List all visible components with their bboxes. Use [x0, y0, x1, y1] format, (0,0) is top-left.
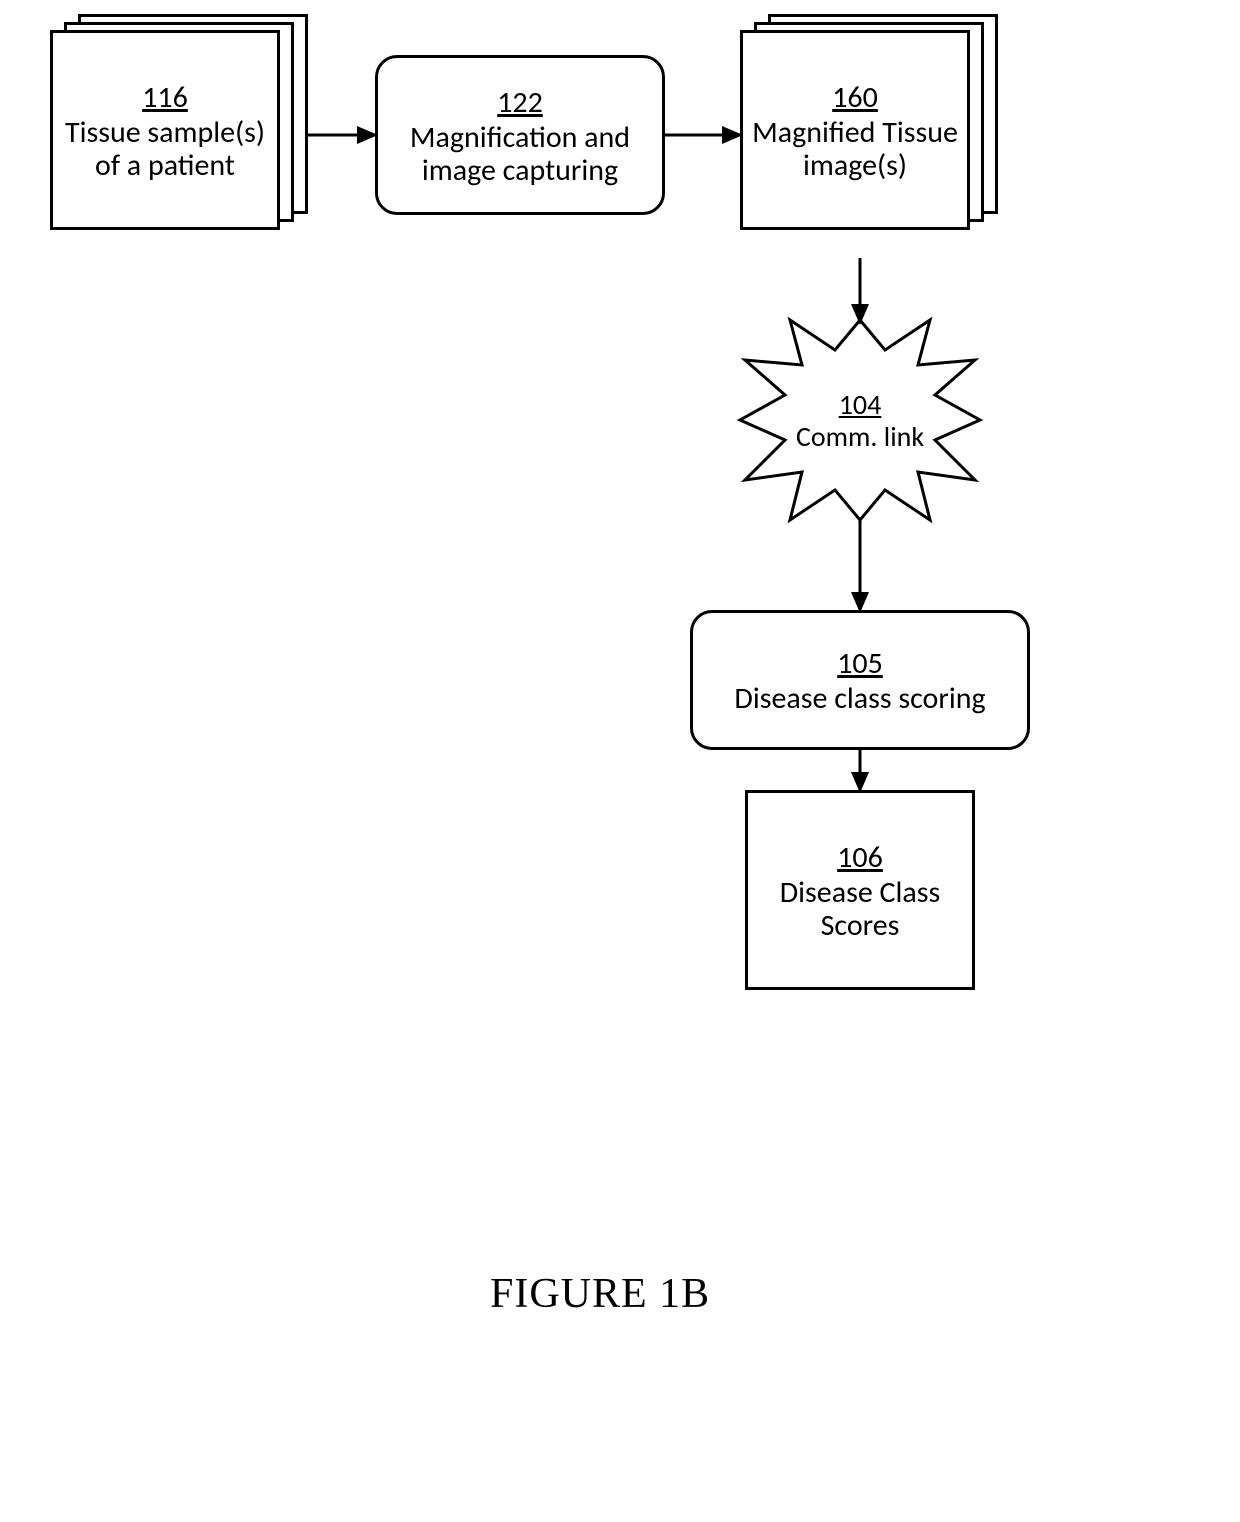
disease-scoring-node: 105 Disease class scoring — [690, 610, 1030, 750]
tissue-samples-num: 116 — [142, 79, 188, 116]
tissue-samples-node: 116 Tissue sample(s) of a patient — [50, 30, 280, 230]
diagram-canvas: 116 Tissue sample(s) of a patient 122 Ma… — [0, 0, 1240, 1522]
magnified-images-label: Magnified Tissue image(s) — [743, 116, 967, 182]
tissue-samples-label: Tissue sample(s) of a patient — [53, 116, 277, 182]
disease-scoring-label: Disease class scoring — [734, 682, 985, 715]
comm-link-node: 104 Comm. link — [795, 370, 925, 470]
disease-scores-label: Disease Class Scores — [748, 876, 972, 942]
magnified-images-num: 160 — [832, 79, 878, 116]
figure-caption: FIGURE 1B — [490, 1270, 710, 1318]
disease-scores-num: 106 — [837, 839, 883, 876]
magnified-images-node: 160 Magnified Tissue image(s) — [740, 30, 970, 230]
magnification-node: 122 Magnification and image capturing — [375, 55, 665, 215]
magnification-label: Magnification and image capturing — [378, 121, 662, 187]
comm-link-num: 104 — [839, 387, 882, 422]
comm-link-label: Comm. link — [796, 422, 924, 453]
disease-scoring-num: 105 — [837, 645, 883, 682]
disease-scores-node: 106 Disease Class Scores — [745, 790, 975, 990]
magnification-num: 122 — [497, 84, 543, 121]
